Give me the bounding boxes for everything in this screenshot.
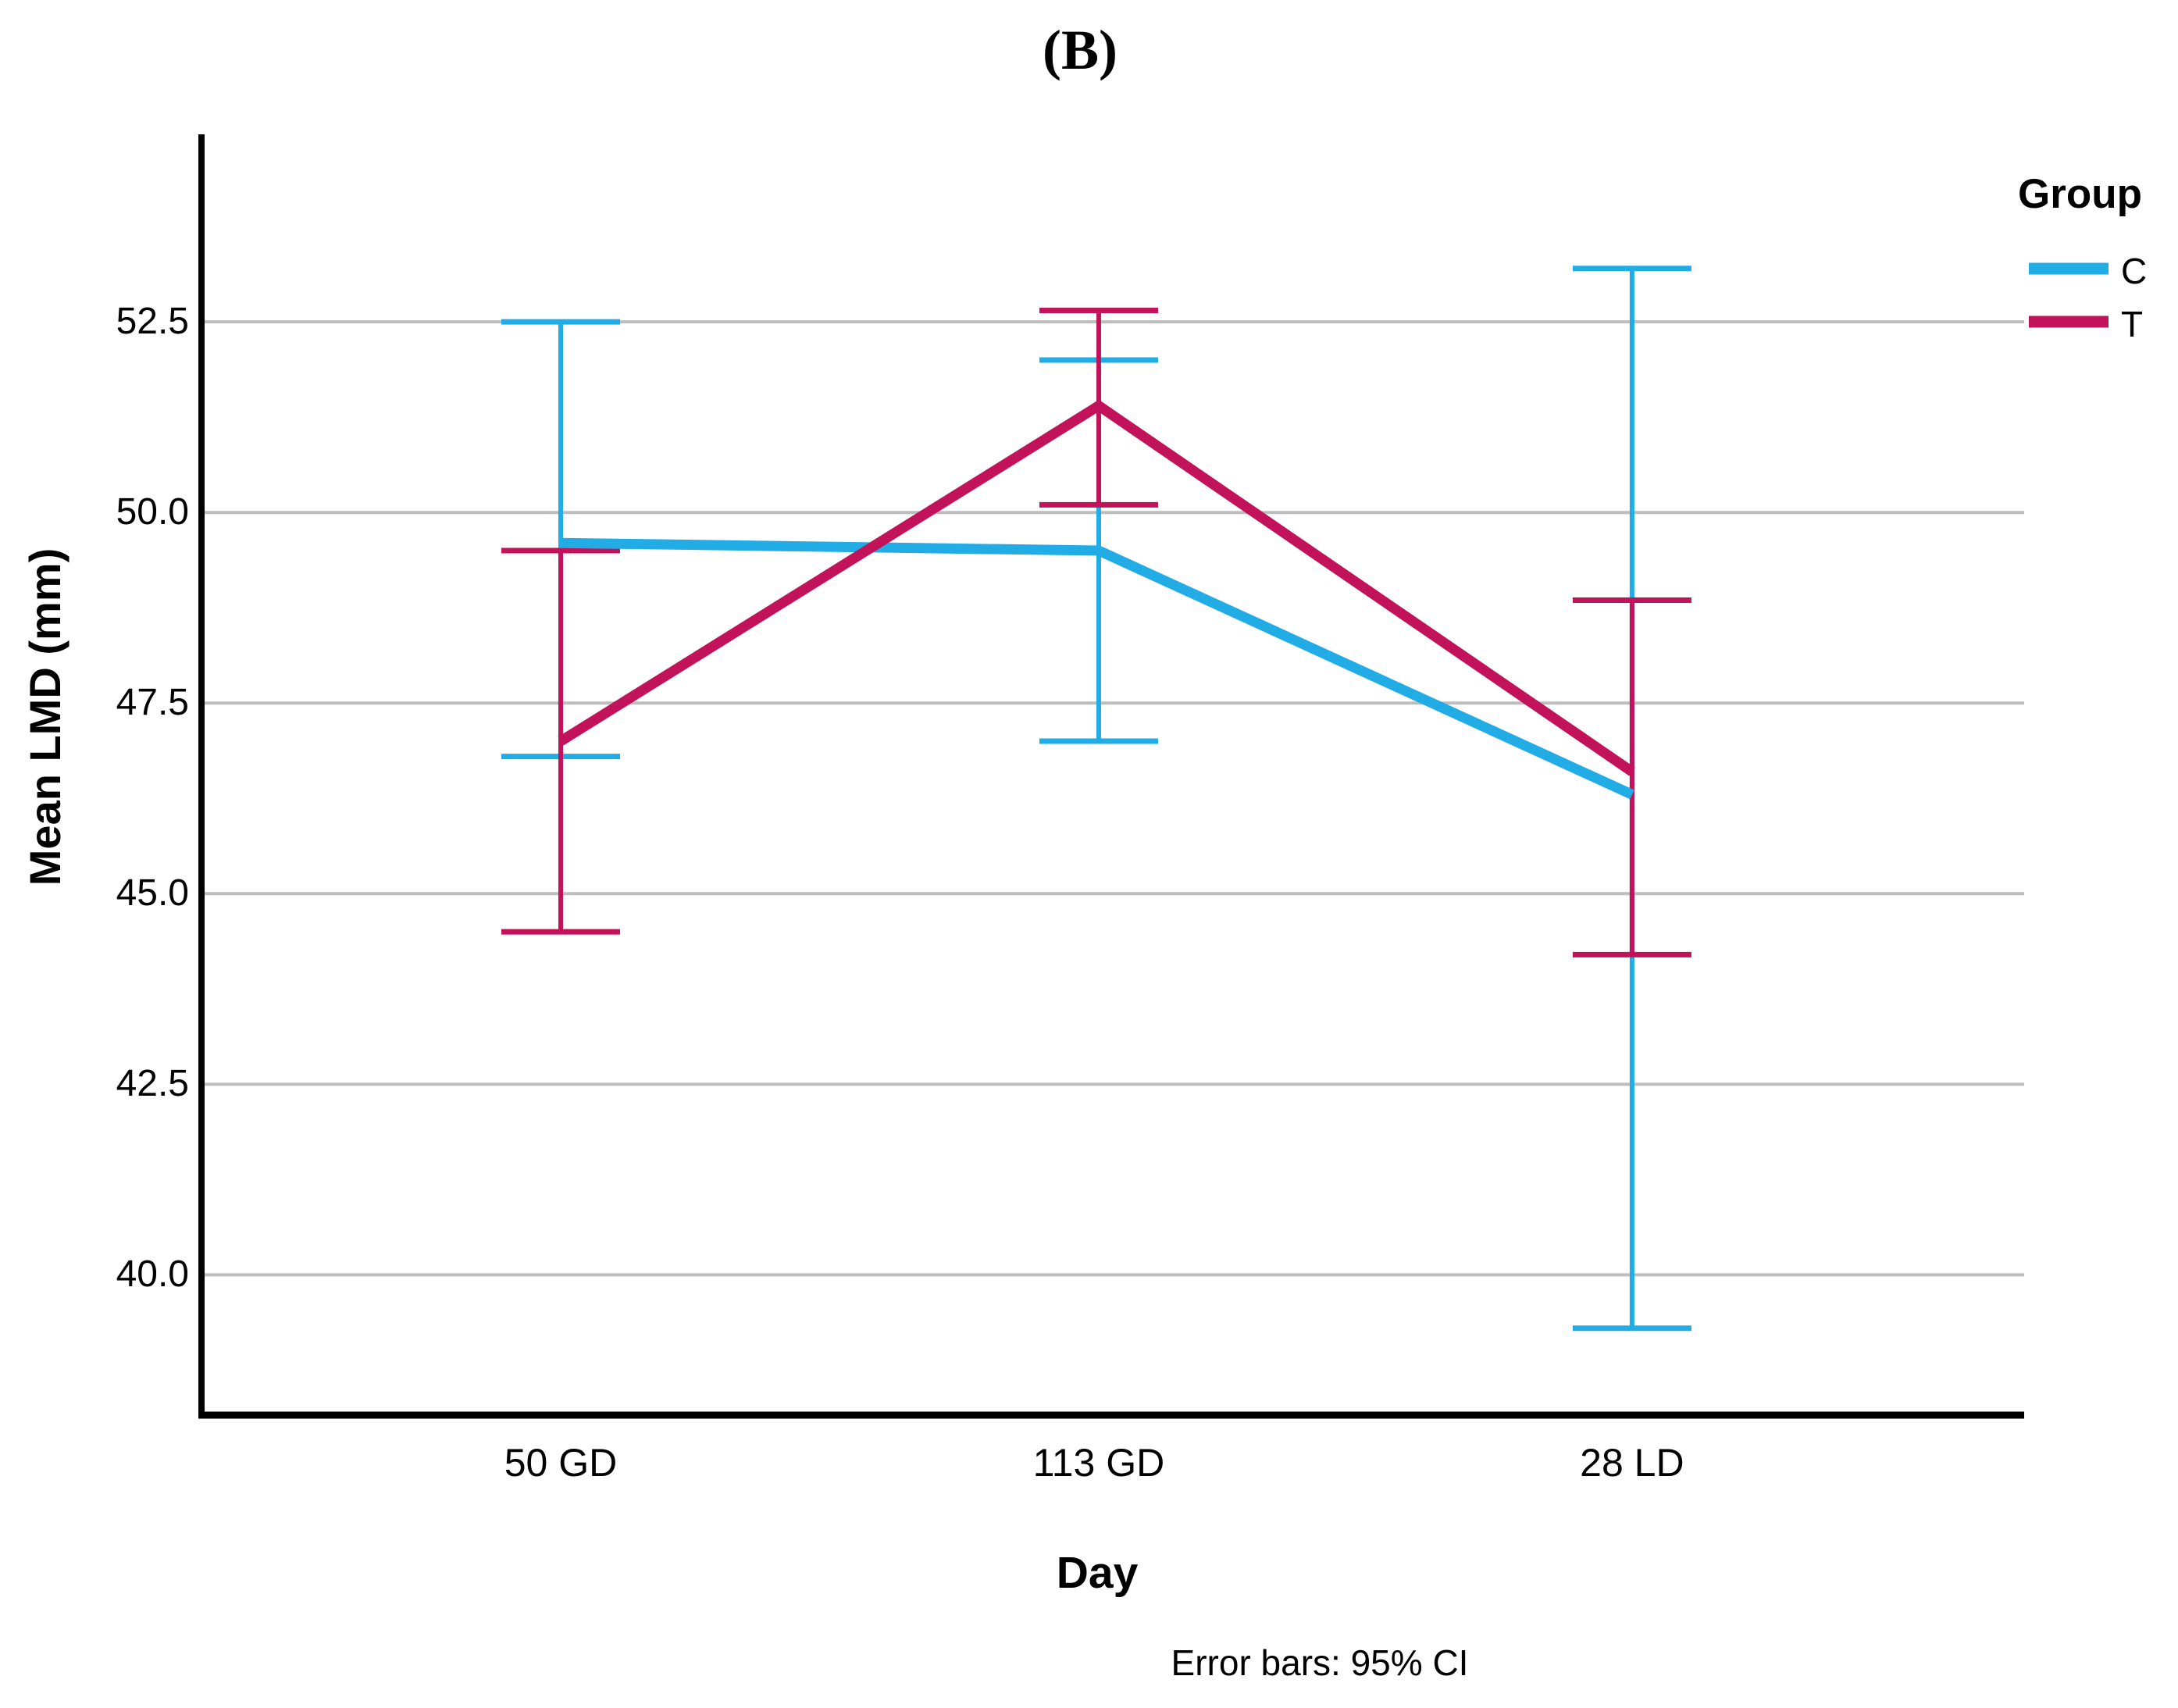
chart-title: (B) [1043, 19, 1118, 81]
y-tick-label: 40.0 [116, 1253, 189, 1296]
legend-swatch-c [2029, 262, 2108, 275]
error-bars-caption: Error bars: 95% CI [1171, 1642, 1469, 1683]
x-tick-label: 28 LD [1580, 1441, 1684, 1485]
legend-swatch-t [2029, 316, 2108, 328]
x-axis-title: Day [1056, 1548, 1139, 1598]
legend-label-t: T [2121, 304, 2144, 344]
y-tick-label: 52.5 [116, 301, 189, 343]
y-axis-title: Mean LMD (mm) [20, 547, 70, 886]
legend-label-c: C [2121, 251, 2148, 291]
y-tick-label: 42.5 [116, 1063, 189, 1105]
y-tick-label: 50.0 [116, 491, 189, 533]
series-line-T [558, 399, 1635, 776]
x-tick-label: 50 GD [504, 1441, 618, 1485]
y-tick-label: 45.0 [116, 872, 189, 915]
legend-title: Group [2018, 171, 2142, 217]
y-tick-label: 47.5 [116, 682, 189, 724]
x-tick-label: 113 GD [1032, 1441, 1165, 1485]
series-line-C [560, 537, 1634, 800]
